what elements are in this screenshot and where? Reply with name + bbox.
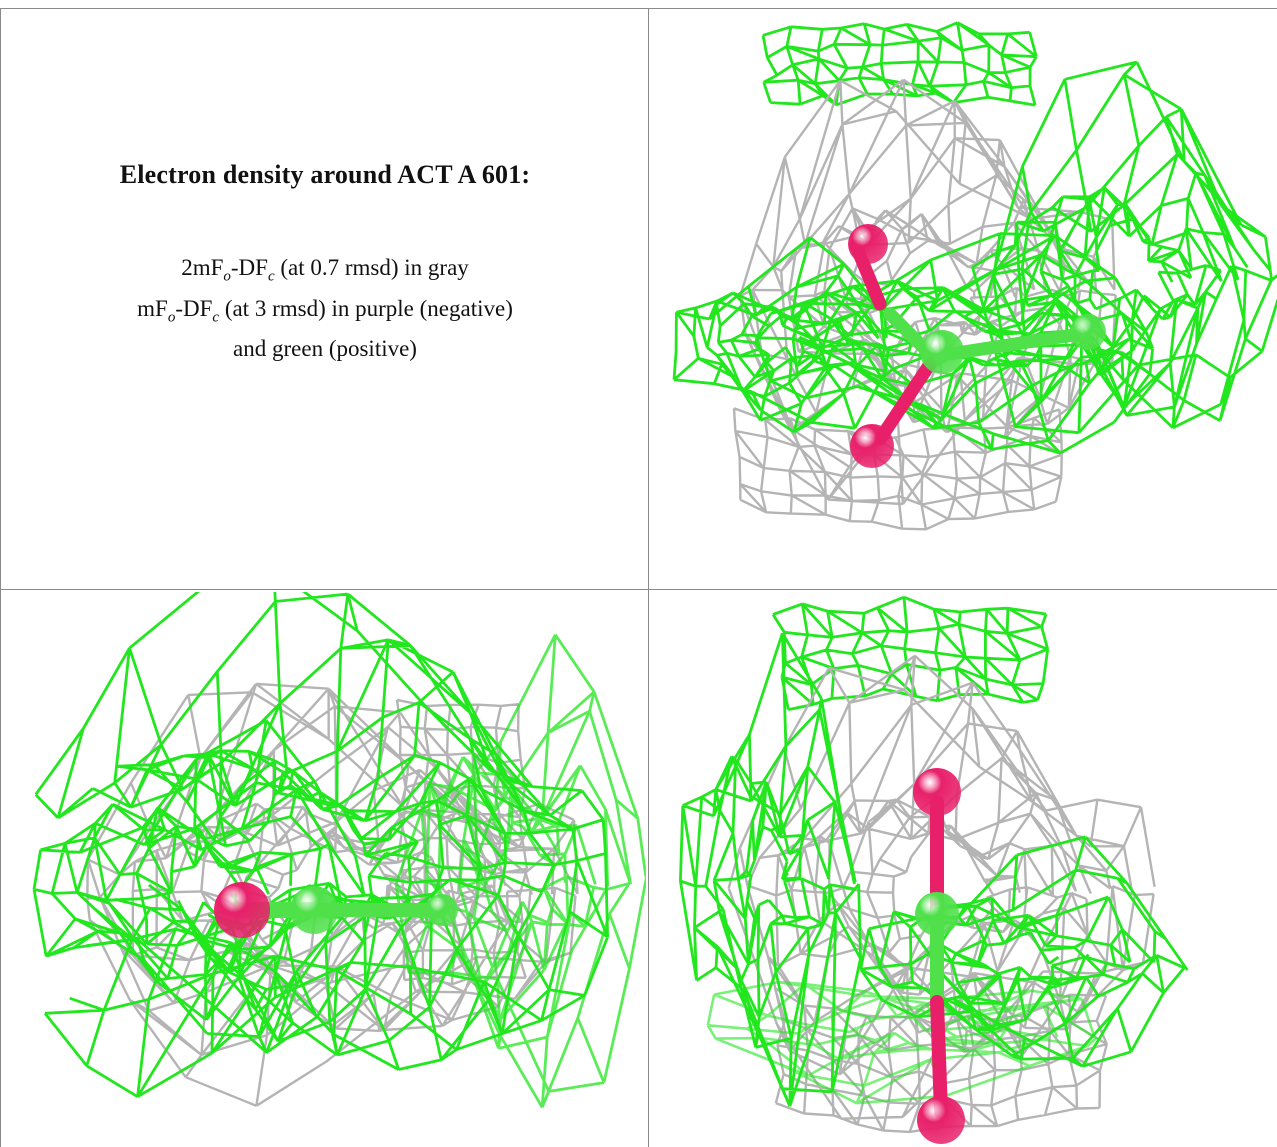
grid-left-border [0, 8, 1, 1147]
grid-top-border [0, 8, 1277, 9]
density-view-bottom-left [2, 592, 646, 1144]
positive-density-left-lobe [672, 236, 890, 434]
carbon-atom [290, 886, 338, 934]
grid-middle-horizontal [0, 589, 1277, 590]
density-view-bottom-right [651, 592, 1277, 1144]
density-view-top-right [660, 14, 1277, 586]
positive-density-left-lobe [679, 632, 862, 1107]
positive-density-right-lobe [394, 633, 646, 1109]
oxygen-atom [848, 224, 888, 264]
grid-center-vertical [648, 8, 649, 1147]
carbon-bond [943, 327, 1087, 361]
caption-line-green: and green (positive) [233, 336, 417, 362]
oxygen-atom [850, 424, 894, 468]
positive-density-shell [34, 592, 609, 1098]
carbon-atom [915, 892, 959, 936]
density-mesh-image [679, 595, 1189, 1144]
caption-line-2mfo: 2mFo-DFc (at 0.7 rmsd) in gray [181, 255, 469, 285]
carbon-atom [920, 330, 964, 374]
caption-title: Electron density around ACT A 601: [119, 160, 531, 189]
density-mesh-image [32, 592, 646, 1109]
oxygen-atom [917, 1096, 965, 1144]
carbon-atom [426, 894, 458, 926]
positive-density-top-sheet [761, 21, 1038, 107]
caption-line-mfo: mFo-DFc (at 3 rmsd) in purple (negative) [137, 295, 513, 326]
positive-density-bottom-lobe [706, 980, 1098, 1105]
density-mesh-image [672, 21, 1277, 531]
oxygen-atom [214, 882, 270, 938]
caption-block: Electron density around ACT A 601: 2mFo-… [20, 160, 630, 365]
positive-density-right-lobe [859, 835, 1189, 1068]
oxygen-bond [930, 995, 948, 1119]
positive-density-top-sheet [771, 595, 1050, 711]
oxygen-bond [873, 357, 937, 446]
oxygen-atom [913, 768, 961, 816]
carbon-atom [1070, 314, 1106, 350]
